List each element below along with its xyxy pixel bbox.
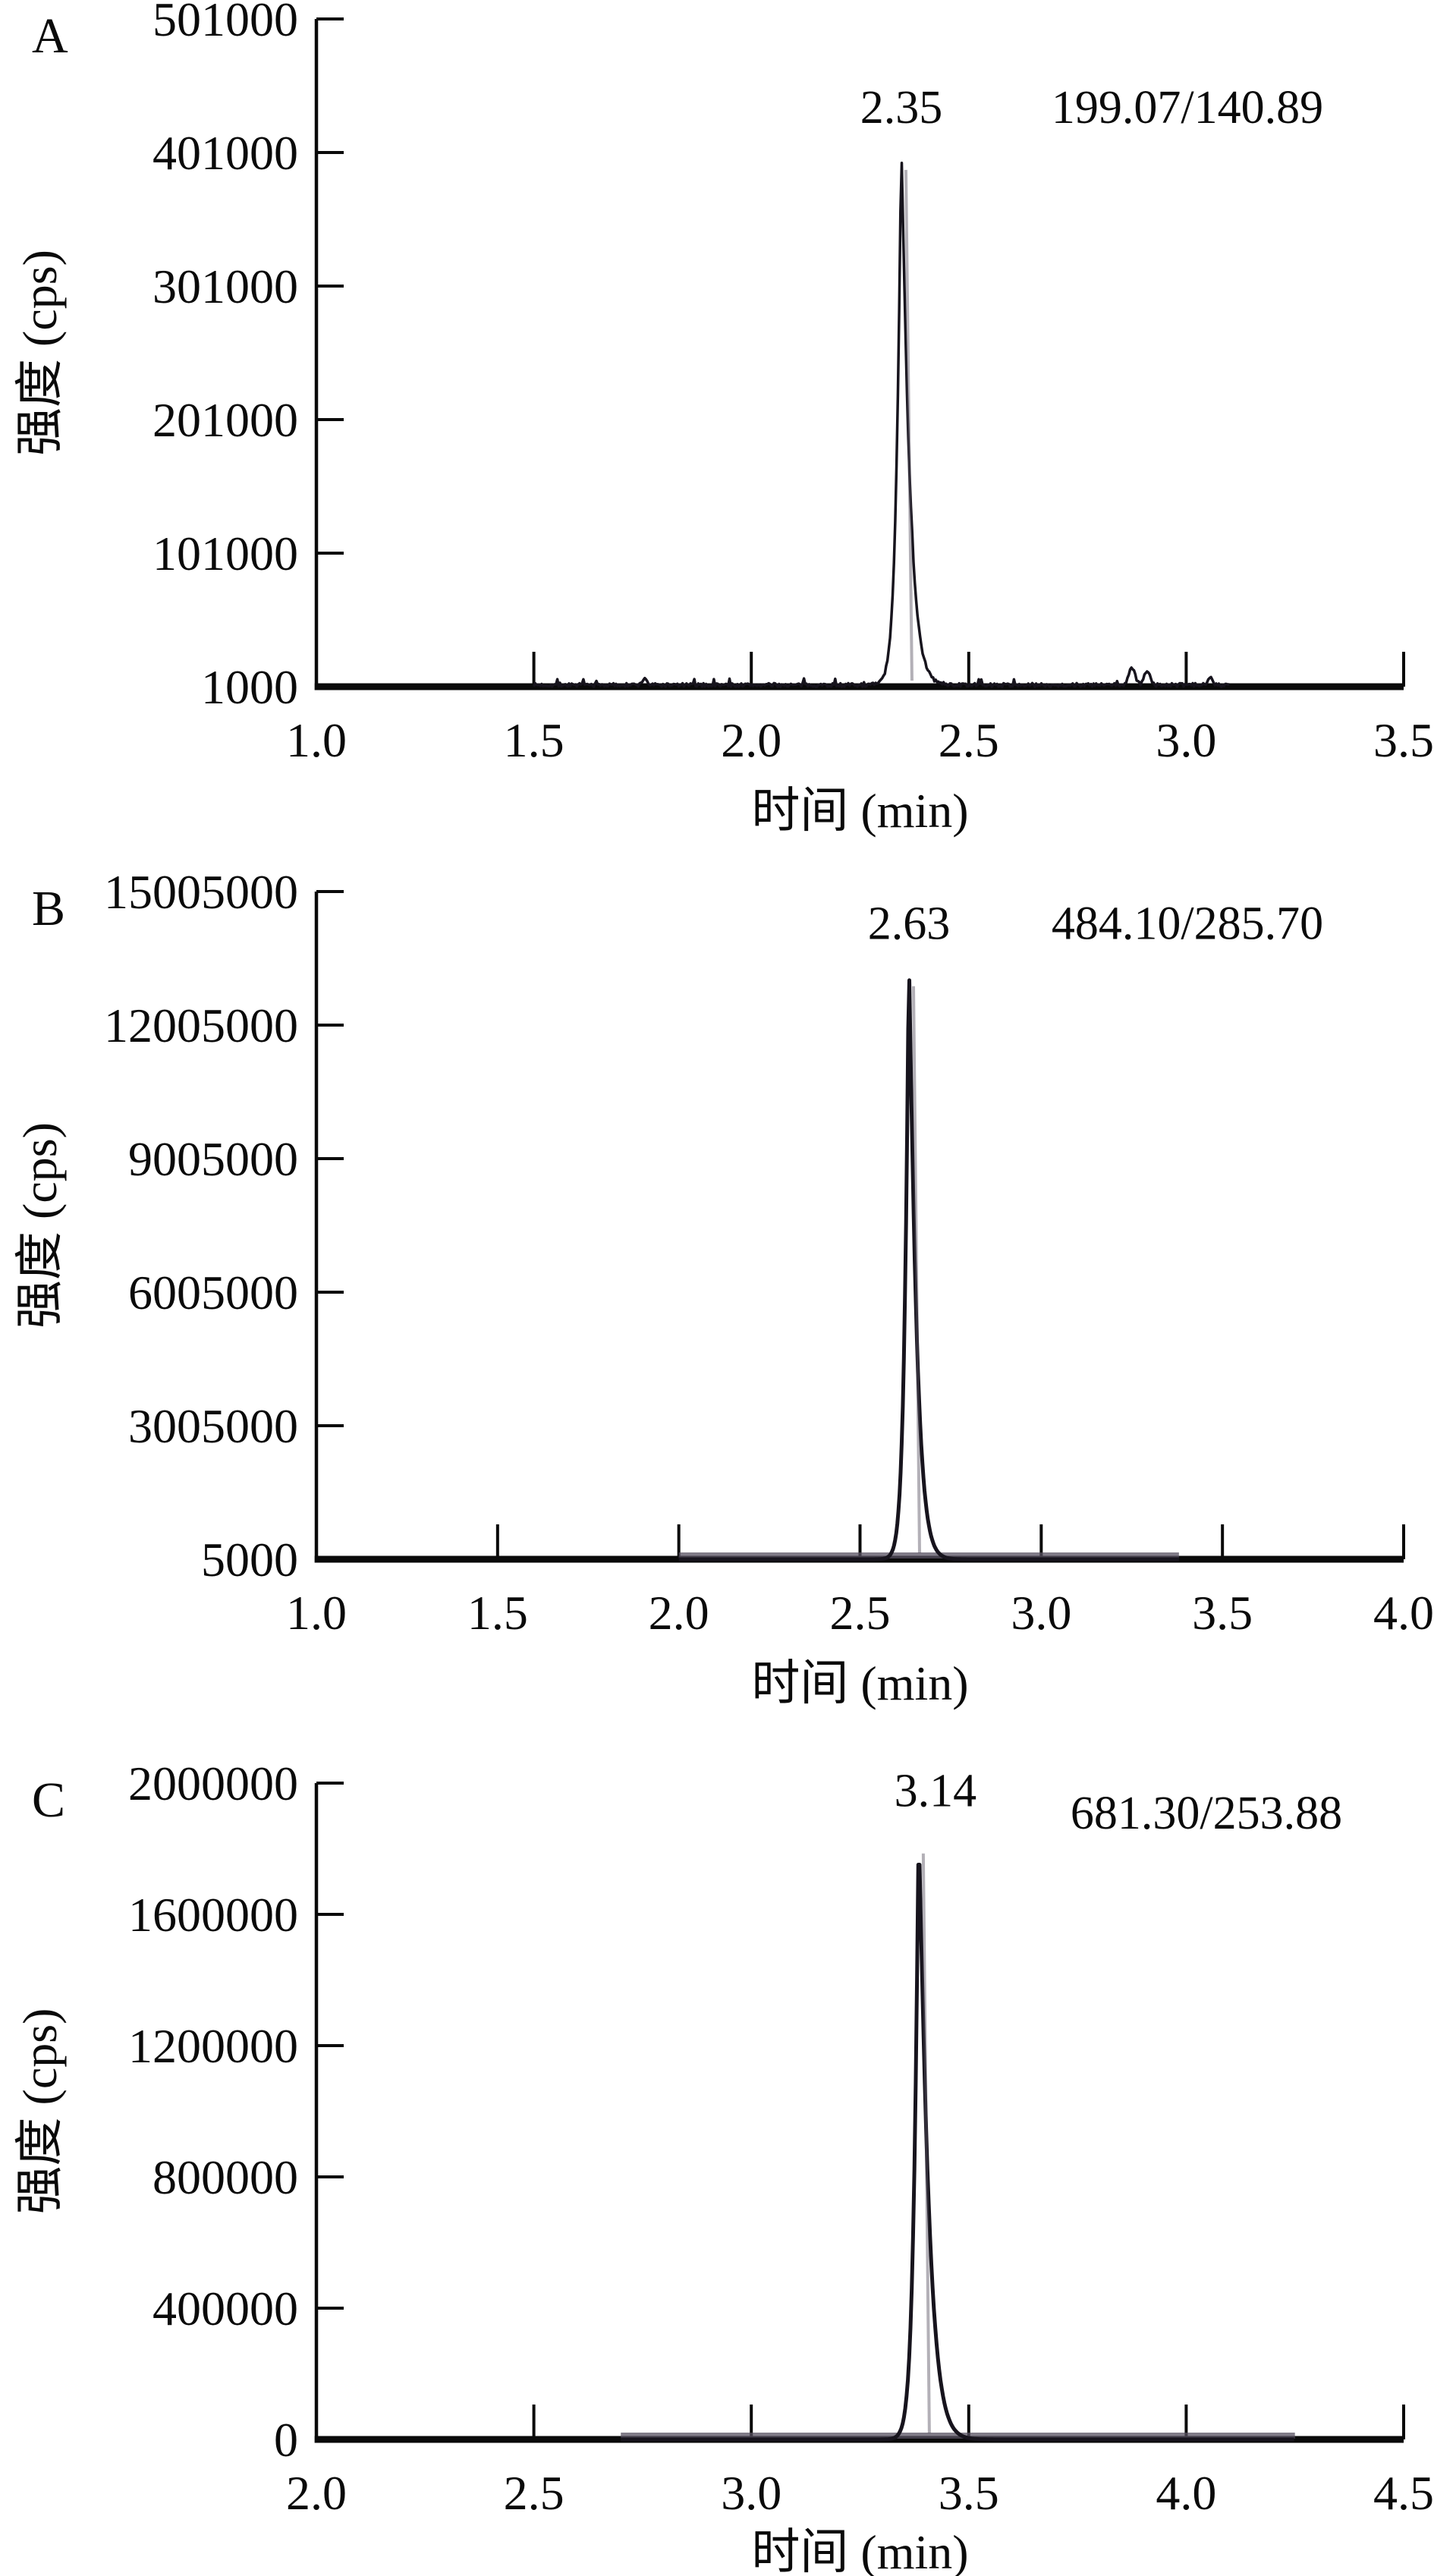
y-tick-label: 1000: [201, 660, 298, 714]
chromatogram-trace: [620, 1863, 1295, 2442]
y-tick-label: 6005000: [128, 1266, 298, 1319]
y-tick-label: 1600000: [128, 1888, 298, 1942]
peak-shade: [904, 169, 914, 681]
y-axis-title: 强度 (cps): [13, 2008, 67, 2215]
panel-A: A 强度 (cps) 时间 (min) 2.35 199.07/140.89 1…: [13, 0, 1434, 838]
x-tick-label: 1.0: [286, 1586, 347, 1640]
panel-C: C 强度 (cps) 时间 (min) 3.14 681.30/253.88 2…: [13, 1757, 1434, 2576]
mrm-transition-label: 484.10/285.70: [1052, 898, 1323, 950]
y-tick-label: 301000: [153, 259, 298, 313]
mrm-transition-label: 199.07/140.89: [1052, 82, 1323, 134]
x-tick-label: 3.5: [1192, 1586, 1253, 1640]
y-tick-label: 201000: [153, 393, 298, 447]
y-tick-label: 2000000: [128, 1757, 298, 1810]
panel-letter: C: [32, 1772, 65, 1828]
x-axis-title: 时间 (min): [751, 784, 968, 838]
x-tick-label: 4.0: [1156, 2466, 1216, 2520]
y-tick-label: 800000: [153, 2150, 298, 2204]
y-tick-label: 12005000: [104, 999, 298, 1052]
y-axis-title: 强度 (cps): [13, 1122, 67, 1329]
chromatogram-trace: [678, 978, 1180, 1562]
x-tick-label: 3.0: [721, 2466, 781, 2520]
y-tick-label: 401000: [153, 126, 298, 180]
peak-shade: [921, 1853, 931, 2434]
peak-rt-label: 2.63: [868, 898, 951, 950]
x-tick-label: 1.5: [504, 713, 564, 767]
peak-rt-label: 3.14: [895, 1766, 977, 1817]
peak-rt-label: 2.35: [860, 82, 943, 134]
mrm-transition-label: 681.30/253.88: [1071, 1788, 1342, 1839]
panel-B: B 强度 (cps) 时间 (min) 2.63 484.10/285.70 1…: [13, 865, 1434, 1710]
x-tick-label: 1.5: [467, 1586, 528, 1640]
x-tick-label: 3.0: [1011, 1586, 1071, 1640]
y-tick-label: 501000: [153, 0, 298, 46]
peak-shade: [911, 986, 921, 1554]
panel-B-plot: 1.0 1.5 2.0 2.5 3.0 3.5 4.0 5000 3005000 6005000 9…: [104, 865, 1434, 1640]
y-tick-label: 3005000: [128, 1399, 298, 1453]
panel-letter: B: [32, 881, 65, 936]
x-tick-label: 3.5: [939, 2466, 999, 2520]
panel-A-plot: 1.0 1.5 2.0 2.5 3.0 3.5 1000 101000 201000 301000…: [153, 0, 1434, 767]
x-tick-label: 4.5: [1373, 2466, 1434, 2520]
panel-C-plot: 2.0 2.5 3.0 3.5 4.0 4.5 0 400000 800000 1200000 16…: [128, 1757, 1434, 2520]
y-tick-label: 0: [274, 2413, 298, 2467]
chromatogram-trace: [532, 162, 1230, 688]
y-tick-label: 101000: [153, 527, 298, 580]
y-tick-label: 400000: [153, 2282, 298, 2335]
x-tick-label: 3.0: [1156, 713, 1216, 767]
y-axis-title: 强度 (cps): [13, 250, 67, 456]
x-tick-label: 2.0: [286, 2466, 347, 2520]
x-tick-label: 2.5: [939, 713, 999, 767]
x-axis-title: 时间 (min): [751, 2525, 968, 2576]
x-axis-title: 时间 (min): [751, 1656, 968, 1710]
x-tick-label: 2.5: [830, 1586, 891, 1640]
x-tick-label: 3.5: [1373, 713, 1434, 767]
y-tick-label: 5000: [201, 1533, 298, 1587]
y-tick-label: 1200000: [128, 2019, 298, 2073]
x-tick-label: 2.0: [721, 713, 781, 767]
x-tick-label: 2.5: [504, 2466, 564, 2520]
x-tick-label: 4.0: [1373, 1586, 1434, 1640]
y-tick-label: 9005000: [128, 1132, 298, 1186]
x-tick-label: 1.0: [286, 713, 347, 767]
y-tick-label: 15005000: [104, 865, 298, 919]
panel-letter: A: [32, 8, 68, 64]
x-tick-label: 2.0: [649, 1586, 709, 1640]
